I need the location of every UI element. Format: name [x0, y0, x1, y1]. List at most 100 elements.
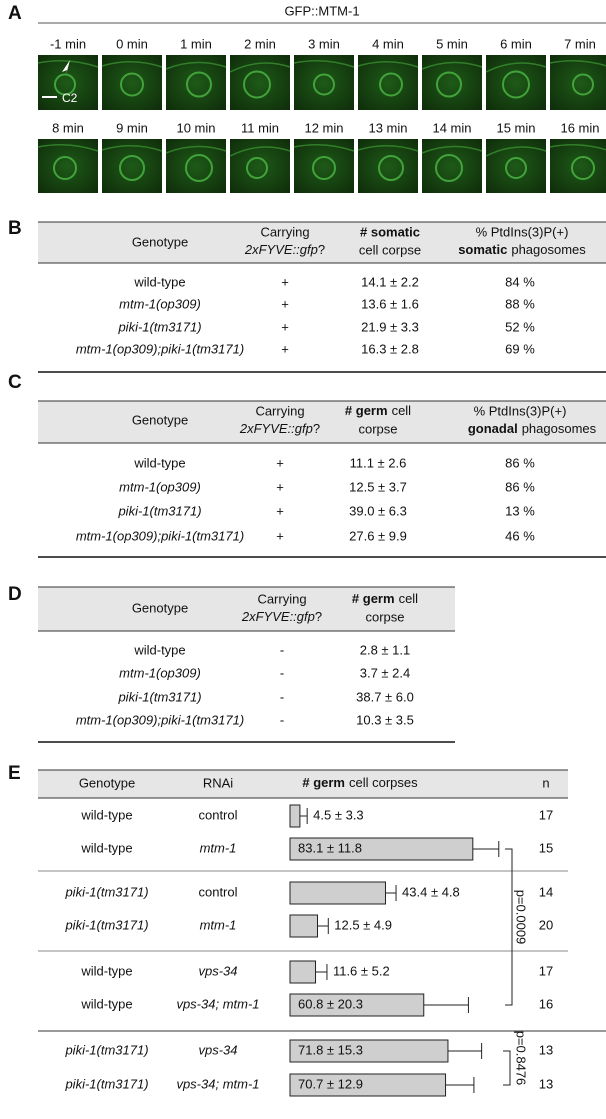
header: Carrying [257, 591, 306, 606]
time-label: 16 min [560, 120, 599, 135]
header: Genotype [132, 412, 188, 427]
header: 2xFYVE::gfp [241, 609, 315, 624]
header: phagosomes [522, 421, 597, 436]
header: Carrying [260, 224, 309, 239]
time-label: 11 min [241, 120, 279, 135]
genotype: wild-type [80, 807, 132, 822]
rnai: control [198, 884, 237, 899]
cell: mtm-1(op309) [119, 296, 201, 311]
bar-label: 60.8 ± 20.3 [298, 996, 363, 1011]
bar-label: 83.1 ± 11.8 [298, 840, 362, 855]
cell: piki-1(tm3171) [117, 319, 201, 334]
cell: wild-type [133, 642, 185, 657]
bracket [505, 849, 512, 1005]
header: ? [315, 609, 322, 624]
cell: 3.7 ± 2.4 [360, 665, 411, 680]
bar-label: 71.8 ± 15.3 [298, 1042, 363, 1057]
n: 20 [539, 917, 553, 932]
header: gonadal [468, 421, 518, 436]
panel-label: B [8, 218, 22, 239]
cell: + [276, 528, 284, 543]
header: cell corpse [359, 242, 421, 257]
time-label: 0 min [116, 36, 148, 51]
cell: 69 % [505, 341, 535, 356]
time-label: 4 min [372, 36, 404, 51]
header: corpse [365, 609, 404, 624]
time-label: 10 min [176, 120, 215, 135]
header: Genotype [132, 600, 188, 615]
time-label: 14 min [432, 120, 471, 135]
header: # somatic [360, 224, 420, 239]
cell: + [276, 503, 284, 518]
header: 2xFYVE::gfp? [239, 421, 320, 436]
n: 17 [539, 963, 553, 978]
header: Carrying [255, 403, 304, 418]
cell: wild-type [133, 274, 185, 289]
header: # germcell corpses [302, 775, 418, 790]
cell: 52 % [505, 319, 535, 334]
bar [290, 961, 316, 983]
cell: + [281, 274, 289, 289]
time-label: 8 min [52, 120, 84, 135]
header: 2xFYVE::gfp? [244, 242, 325, 257]
cell: + [281, 319, 289, 334]
cell: 2.8 ± 1.1 [360, 642, 411, 657]
rnai: mtm-1 [200, 917, 237, 932]
cell: 13 % [505, 503, 535, 518]
panel-title: GFP::MTM-1 [284, 3, 359, 18]
n: 13 [539, 1076, 553, 1091]
rnai: control [198, 807, 237, 822]
header: ? [318, 242, 325, 257]
cell: piki-1(tm3171) [117, 689, 201, 704]
genotype: wild-type [80, 840, 132, 855]
figure: A GFP::MTM-1 B Genotype Carrying 2xFYVE:… [0, 0, 606, 1119]
cell: 46 % [505, 528, 535, 543]
bracket [503, 1051, 510, 1085]
genotype: wild-type [80, 996, 132, 1011]
p-value: p=0.8476 [514, 1031, 529, 1086]
panel-label: C [8, 372, 22, 393]
cell: 13.6 ± 1.6 [361, 296, 419, 311]
bar-label: 11.6 ± 5.2 [333, 963, 390, 978]
cell: mtm-1(op309) [119, 479, 201, 494]
header: cell [392, 403, 412, 418]
n: 14 [539, 884, 553, 899]
panel-label: A [8, 3, 22, 24]
time-label: 1 min [180, 36, 212, 51]
header: Genotype [79, 775, 135, 790]
cell: 86 % [505, 455, 535, 470]
cell: 86 % [505, 479, 535, 494]
header: 2xFYVE::gfp? [241, 609, 322, 624]
time-label: 13 min [368, 120, 407, 135]
header: 2xFYVE::gfp [244, 242, 318, 257]
cell: 21.9 ± 3.3 [361, 319, 419, 334]
time-label: 12 min [304, 120, 343, 135]
bar-label: 70.7 ± 12.9 [298, 1076, 363, 1091]
cell: + [281, 296, 289, 311]
header: cell [399, 591, 419, 606]
time-label: 6 min [500, 36, 532, 51]
header: corpse [358, 421, 397, 436]
genotype: wild-type [80, 963, 132, 978]
cell: 16.3 ± 2.8 [361, 341, 419, 356]
cell: 12.5 ± 3.7 [349, 479, 407, 494]
bar [290, 882, 385, 904]
rnai: mtm-1 [200, 840, 237, 855]
time-label: 2 min [244, 36, 276, 51]
header: somatic [458, 242, 507, 257]
bar-label: 12.5 ± 4.9 [334, 917, 392, 932]
cell: 10.3 ± 3.5 [356, 712, 414, 727]
frame [294, 55, 354, 110]
header: # germ [345, 403, 388, 418]
header: gonadal phagosomes [468, 421, 597, 436]
bar [290, 805, 300, 827]
rnai: vps-34 [198, 1042, 237, 1057]
cell: 39.0 ± 6.3 [349, 503, 407, 518]
header: # germ [302, 775, 345, 790]
cell: 38.7 ± 6.0 [356, 689, 414, 704]
bar-label: 43.4 ± 4.8 [402, 884, 460, 899]
cell: + [281, 341, 289, 356]
cell: piki-1(tm3171) [117, 503, 201, 518]
cell: - [280, 712, 284, 727]
cell: mtm-1(op309);piki-1(tm3171) [76, 341, 244, 356]
